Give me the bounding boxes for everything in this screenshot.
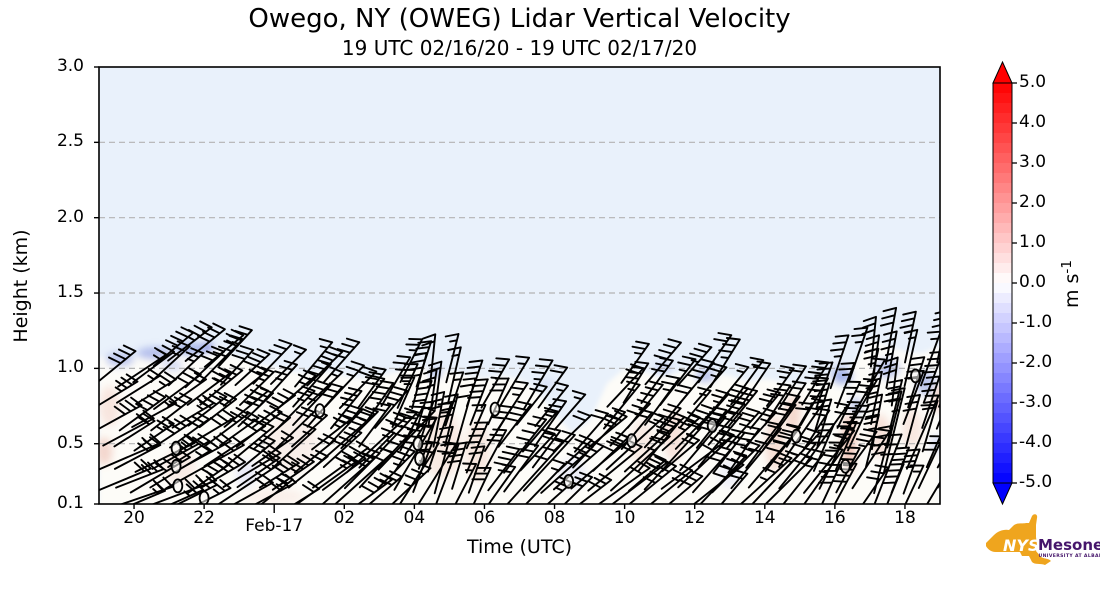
- colorbar-tick-label: -3.0: [1019, 392, 1053, 412]
- x-tick-label: 20: [123, 508, 145, 528]
- colorbar-tick-label: 0.0: [1019, 272, 1047, 292]
- nys-mesonet-logo: NYS Mesonet UNIVERSITY AT ALBANY: [986, 514, 1101, 565]
- y-tick-label: 2.0: [56, 206, 84, 227]
- calm-circle: [489, 401, 501, 417]
- calm-circle: [314, 403, 326, 419]
- y-tick-label: 3.0: [56, 56, 84, 76]
- x-tick-label: 06: [473, 508, 496, 528]
- colorbar-tick-label: 2.0: [1019, 192, 1047, 212]
- colorbar: [992, 60, 1017, 506]
- logo-mesonet-text: Mesonet: [1038, 536, 1100, 554]
- colorbar-tick-label: -1.0: [1019, 312, 1053, 332]
- colorbar-tick-label: -4.0: [1019, 432, 1053, 452]
- x-tick-label: 16: [824, 508, 846, 528]
- y-tick-label: 0.5: [56, 432, 84, 453]
- calm-circle: [170, 458, 182, 474]
- logo-tagline-text: UNIVERSITY AT ALBANY: [1039, 553, 1101, 559]
- calm-circle: [170, 440, 182, 456]
- chart-subtitle: 19 UTC 02/16/20 - 19 UTC 02/17/20: [341, 36, 698, 60]
- x-tick-label: 08: [543, 508, 566, 528]
- x-tick-label: 02: [333, 508, 356, 528]
- x-tick-label: 18: [894, 508, 916, 528]
- colorbar-gradient: [992, 82, 1013, 484]
- x-tick-label: 14: [753, 508, 776, 528]
- colorbar-tick-label: 1.0: [1019, 232, 1047, 252]
- calm-circle: [840, 458, 851, 474]
- y-tick-label: 1.5: [56, 282, 84, 303]
- ny-state-icon: [986, 514, 1051, 565]
- colorbar-unit-base: m s: [1061, 273, 1084, 309]
- colorbar-tick-label: 4.0: [1019, 112, 1047, 132]
- x-axis-label: Time (UTC): [466, 536, 573, 558]
- calm-circle: [910, 368, 921, 384]
- x-tick-label: 10: [613, 508, 636, 528]
- calm-circle: [198, 490, 210, 504]
- y-tick-label: 2.5: [56, 131, 84, 152]
- logo-nys-text: NYS: [1003, 536, 1040, 555]
- calm-circle: [563, 473, 574, 489]
- calm-circle: [414, 451, 426, 467]
- calm-circle: [626, 433, 637, 449]
- x-tick-label: 04: [403, 508, 426, 528]
- colorbar-tick-label: 3.0: [1019, 152, 1047, 172]
- colorbar-extend-down-icon: [992, 482, 1013, 506]
- calm-circle: [172, 478, 184, 494]
- calm-circle: [412, 436, 424, 452]
- page-title: Owego, NY (OWEG) Lidar Vertical Velocity: [248, 4, 791, 34]
- y-tick-label: 0.1: [56, 493, 84, 513]
- colorbar-tick-label: -5.0: [1019, 472, 1053, 492]
- colorbar-tick-label: -2.0: [1019, 352, 1053, 372]
- colorbar-extend-up-icon: [992, 60, 1013, 84]
- colorbar-tick-label: 5.0: [1019, 72, 1047, 92]
- x-tick-label: 12: [683, 508, 706, 528]
- plot-area: [99, 141, 940, 504]
- calm-circle: [706, 418, 718, 434]
- plot-border: [98, 66, 941, 505]
- colorbar-unit-label: m s-1: [1059, 260, 1083, 308]
- x-tick-label: Feb-17: [245, 516, 304, 536]
- x-tick-label: 22: [193, 508, 215, 528]
- calm-circle: [790, 428, 802, 444]
- colorbar-unit-exponent: -1: [1058, 259, 1075, 274]
- y-tick-label: 1.0: [56, 357, 84, 378]
